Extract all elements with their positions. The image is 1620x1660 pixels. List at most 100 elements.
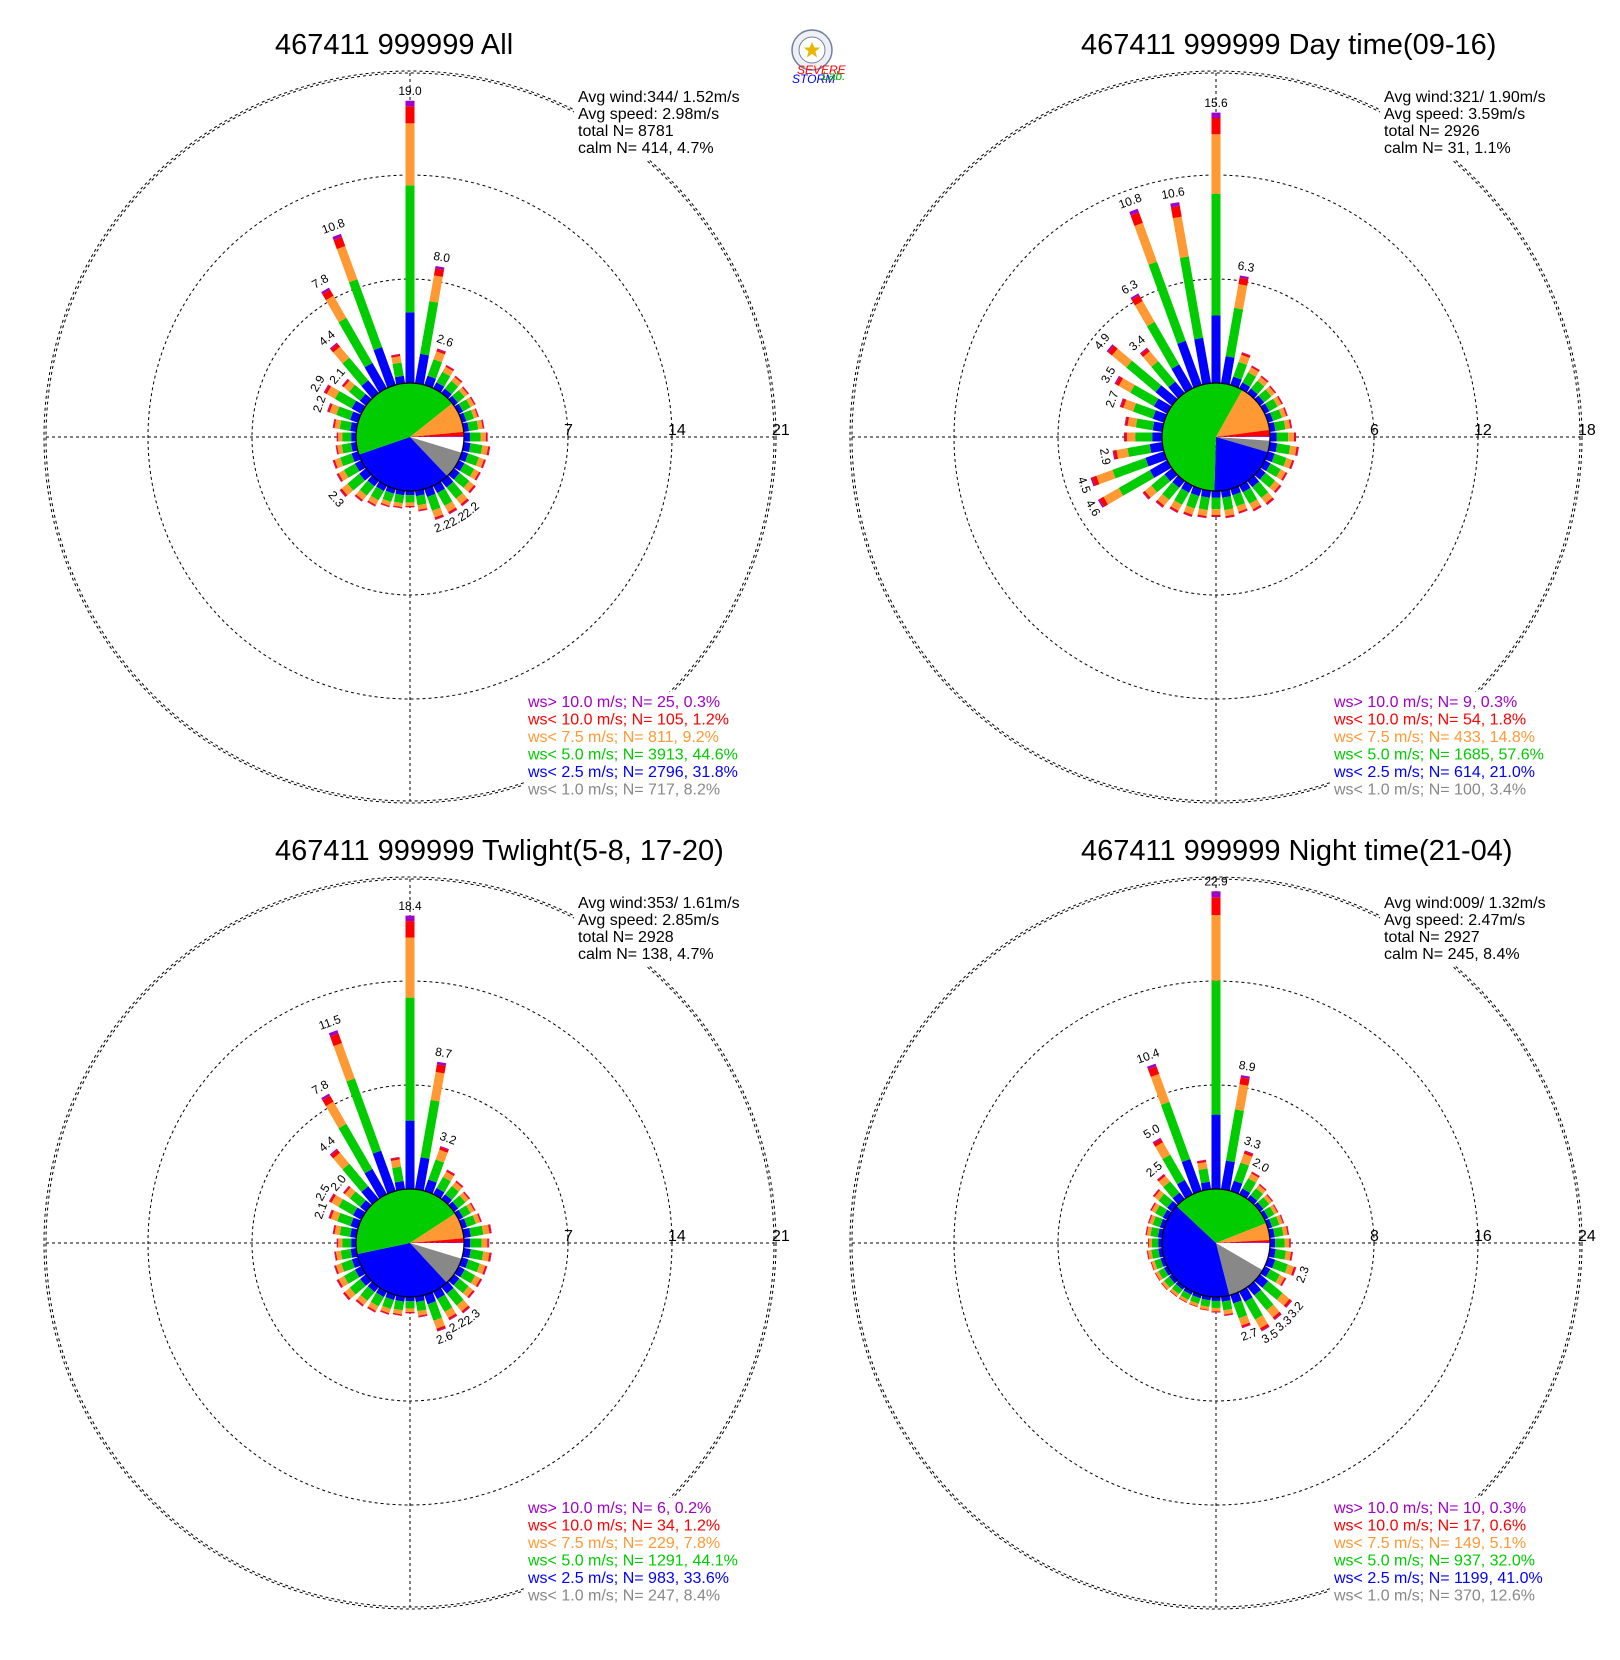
- direction-bar: [1265, 1257, 1297, 1276]
- bar-segment: [1179, 1295, 1189, 1303]
- bar-segment: [1157, 494, 1170, 506]
- bar-segment: [430, 1071, 445, 1102]
- bar-segment: [1172, 1192, 1185, 1205]
- bar-segment: [340, 488, 348, 497]
- bar-segment: [1239, 1077, 1250, 1086]
- bar-segment: [394, 493, 405, 504]
- bar-segment: [428, 1159, 445, 1183]
- legend-entry: ws< 7.5 m/s; N= 229, 7.8%: [527, 1535, 720, 1552]
- bar-segment: [337, 1212, 354, 1227]
- bar-segment: [1146, 321, 1180, 369]
- bar-segment: [341, 1259, 355, 1272]
- bar-segment: [455, 493, 468, 505]
- bar-segment: [1189, 1300, 1199, 1307]
- ring-label: 21: [772, 1228, 790, 1245]
- direction-bar: [367, 1287, 387, 1313]
- bar-segment: [360, 1286, 375, 1301]
- bar-segment: [350, 411, 361, 423]
- direction-bar: [367, 481, 387, 507]
- bar-segment: [1177, 340, 1202, 388]
- bar-segment: [427, 493, 441, 511]
- pie-slice: [410, 1213, 464, 1243]
- bar-segment: [1242, 487, 1258, 504]
- bar-segment: [1153, 398, 1172, 414]
- bar-segment: [1268, 441, 1278, 453]
- bar-segment: [330, 343, 341, 353]
- pie-slice: [410, 437, 462, 477]
- direction-bar: [1150, 1202, 1172, 1220]
- bar-segment: [417, 1309, 428, 1316]
- stats-line: total N= 2927: [1384, 929, 1480, 946]
- bar-segment: [1107, 345, 1118, 356]
- direction-bar: [1156, 1173, 1185, 1205]
- bar-segment: [1197, 508, 1208, 517]
- bar-segment: [1269, 1216, 1280, 1228]
- bar-segment: [429, 275, 443, 303]
- windrose-panel-4: 8 16 2422.98.93.32.02.33.23.33.52.72.55.01…: [849, 835, 1596, 1610]
- direction-bar: [424, 1146, 449, 1194]
- bar-segment: [1230, 486, 1241, 496]
- bar-segment: [1254, 395, 1265, 406]
- bar-segment: [448, 1274, 460, 1286]
- stats-line: Avg speed: 3.59m/s: [1384, 106, 1525, 123]
- bar-segment: [381, 498, 392, 506]
- bar-segment: [355, 1299, 364, 1307]
- bar-segment: [385, 1292, 396, 1301]
- direction-bar: [459, 1213, 482, 1229]
- bar-segment: [460, 498, 469, 506]
- ring-label: 14: [668, 1228, 686, 1245]
- bar-segment: [351, 1257, 361, 1268]
- bar-segment: [1275, 443, 1291, 455]
- bar-segment: [324, 384, 332, 395]
- bar-segment: [392, 362, 404, 378]
- bar-segment: [464, 1215, 476, 1227]
- bar-segment: [415, 494, 427, 506]
- bar-segment: [1263, 1194, 1273, 1205]
- bar-segment: [1239, 1188, 1251, 1199]
- bar-segment: [341, 442, 353, 454]
- bar-segment: [1151, 474, 1171, 493]
- bar-segment: [1284, 1264, 1295, 1276]
- bar-segment: [370, 486, 384, 501]
- direction-bar: [321, 287, 387, 393]
- bar-segment: [360, 1274, 372, 1286]
- bar-segment: [385, 486, 396, 494]
- bar-segment: [469, 1225, 484, 1237]
- pie-slice: [410, 1238, 464, 1243]
- bar-segment: [367, 1281, 379, 1293]
- bar-segment: [1127, 417, 1138, 428]
- bar-segment: [1169, 506, 1179, 513]
- bar-value-label: 8.9: [1238, 1058, 1257, 1075]
- bar-segment: [462, 422, 470, 433]
- direction-bar: [1260, 1204, 1279, 1220]
- bar-segment: [1180, 1290, 1192, 1300]
- bar-segment: [462, 1247, 471, 1259]
- bar-segment: [1238, 354, 1250, 365]
- pie-slice: [357, 1243, 447, 1298]
- bar-segment: [1254, 468, 1266, 480]
- speed-pie: [1161, 1188, 1271, 1298]
- panel-title: 467411 999999 Night time(21-04): [1081, 835, 1513, 867]
- pie-slice: [1216, 1243, 1263, 1296]
- bar-segment: [372, 1150, 396, 1194]
- bar-segment: [1274, 1313, 1282, 1321]
- bar-segment: [350, 441, 358, 452]
- bar-segment: [417, 503, 428, 510]
- bar-segment: [469, 1249, 484, 1261]
- bar-segment: [393, 1308, 403, 1315]
- legend-entry: ws> 10.0 m/s; N= 9, 0.3%: [1333, 694, 1517, 711]
- bar-segment: [1135, 418, 1155, 431]
- bar-segment: [454, 1209, 464, 1220]
- bar-segment: [373, 347, 396, 388]
- direction-bar: [424, 486, 444, 520]
- bar-segment: [1276, 1292, 1290, 1306]
- bar-segment: [328, 1030, 339, 1037]
- direction-bar: [1230, 1150, 1254, 1194]
- bar-segment: [1273, 1226, 1284, 1238]
- bar-segment: [1200, 1298, 1211, 1307]
- bar-value-label: 11.5: [317, 1012, 343, 1033]
- direction-bar: [1139, 347, 1185, 399]
- bar-segment: [459, 412, 467, 423]
- direction-bar: [336, 460, 366, 483]
- pie-slice: [1216, 437, 1270, 441]
